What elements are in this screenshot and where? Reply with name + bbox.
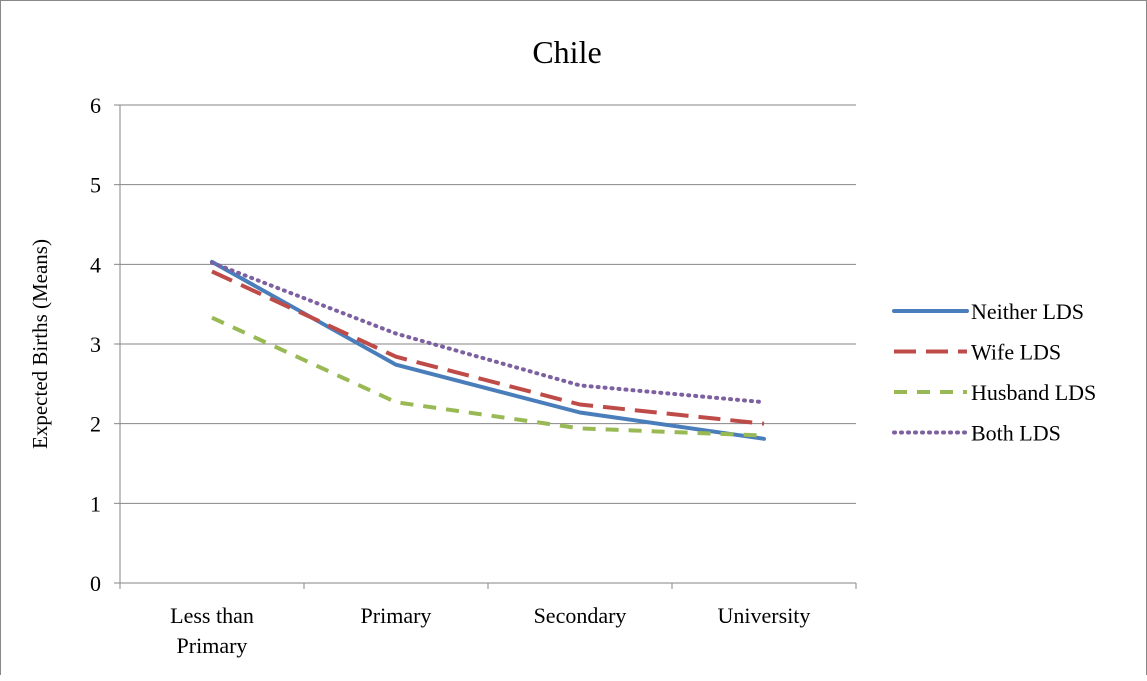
legend-label: Both LDS <box>971 421 1061 446</box>
series-line <box>210 260 766 405</box>
legend-label: Husband LDS <box>971 380 1096 405</box>
chart-title: Chile <box>532 34 601 70</box>
legend-label: Neither LDS <box>971 299 1084 324</box>
x-category-label: Less than Primary <box>170 603 254 658</box>
y-tick-label: 1 <box>90 491 101 516</box>
y-tick-label: 2 <box>90 412 101 437</box>
y-axis-label: Expected Births (Means) <box>28 239 52 449</box>
legend-label: Wife LDS <box>971 340 1061 365</box>
y-tick-label: 6 <box>90 93 101 118</box>
y-tick-labels: 0 1 2 3 4 5 6 <box>90 93 101 596</box>
series-line <box>211 269 765 426</box>
y-tick-label: 0 <box>90 571 101 596</box>
y-tick-label: 4 <box>90 252 101 277</box>
series-line <box>210 259 766 441</box>
x-category-label: Primary <box>361 603 432 628</box>
x-category-labels: Less than Primary Primary Secondary Universi… <box>170 603 810 658</box>
x-category-label: University <box>718 603 811 628</box>
y-tick-label: 5 <box>90 173 101 198</box>
gridlines <box>120 104 856 504</box>
axes <box>114 104 857 589</box>
series-line <box>211 315 765 438</box>
series-lines <box>210 259 766 441</box>
y-tick-label: 3 <box>90 332 101 357</box>
legend: Neither LDS Wife LDS Husband LDS Both LDS <box>892 299 1096 446</box>
x-category-label: Secondary <box>534 603 627 628</box>
